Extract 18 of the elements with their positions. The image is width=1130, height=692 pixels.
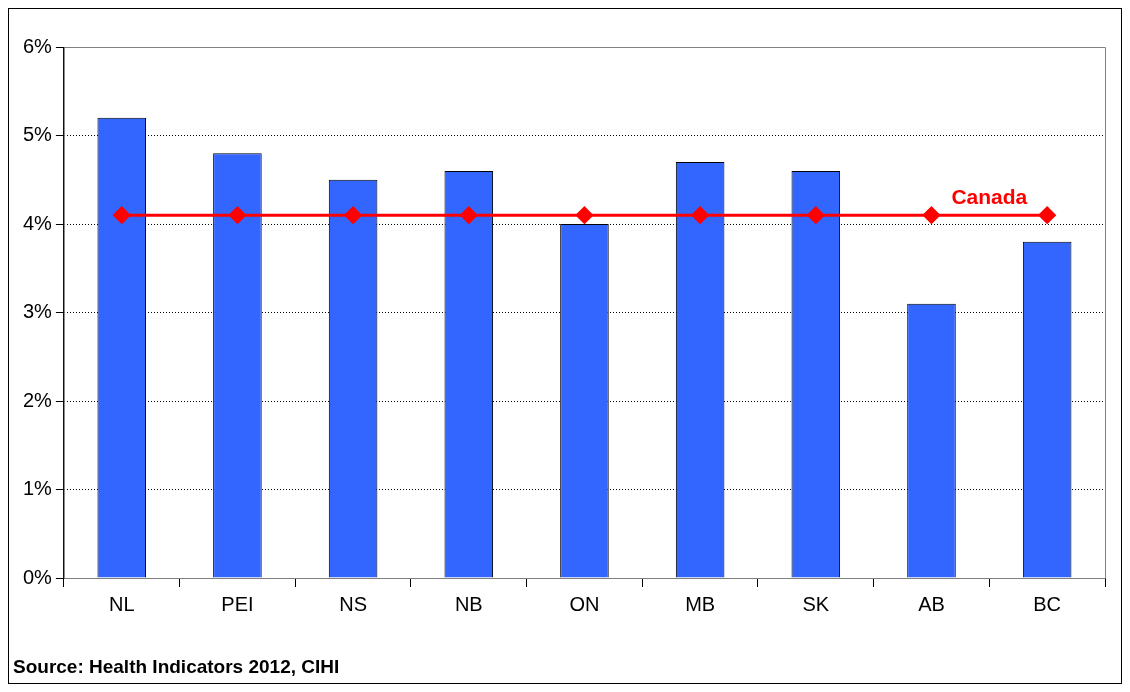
x-tick-label: MB: [685, 592, 716, 615]
y-tick-label: 4%: [23, 211, 53, 234]
x-tick-label: PEI: [221, 592, 254, 615]
x-tick-label: AB: [918, 592, 945, 615]
y-tick-label: 3%: [23, 300, 53, 323]
y-tick-label: 1%: [23, 477, 53, 500]
source-note: Source: Health Indicators 2012, CIHI: [13, 655, 340, 677]
y-tick-label: 0%: [23, 565, 53, 588]
x-tick-label: NB: [454, 592, 483, 615]
x-tick-label: NS: [339, 592, 367, 615]
x-tick-label: NL: [108, 592, 135, 615]
series-label: Canada: [951, 185, 1028, 209]
y-tick-label: 6%: [23, 34, 53, 57]
y-tick-label: 2%: [23, 388, 53, 411]
x-tick-label: SK: [802, 592, 830, 615]
y-tick-label: 5%: [23, 123, 53, 146]
x-tick-label: BC: [1033, 592, 1062, 615]
x-tick-label: ON: [569, 592, 600, 615]
